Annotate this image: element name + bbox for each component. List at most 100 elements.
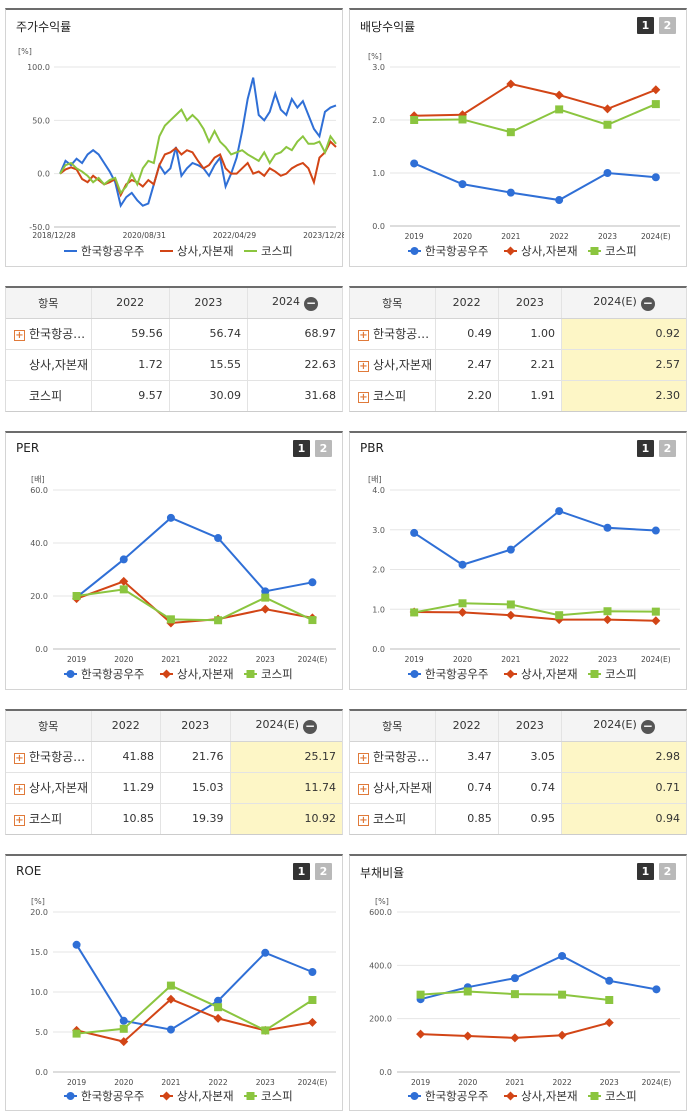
col-header-item: 항목 [6, 288, 91, 319]
y-tick-label: 0.0 [372, 645, 385, 654]
table-cell: 21.76 [160, 740, 230, 772]
data-point [506, 545, 515, 554]
data-point [246, 1092, 255, 1100]
legend-label: 상사,자본재 [177, 667, 234, 681]
data-point [246, 670, 255, 678]
expand-plus-icon[interactable]: + [358, 815, 369, 827]
dividend-pager: 1 2 [637, 17, 676, 34]
page-2-button[interactable]: 2 [315, 440, 332, 457]
legend-label: 상사,자본재 [521, 667, 578, 681]
x-tick-label: 2019 [67, 655, 86, 664]
x-tick-label: 2024(E) [298, 655, 328, 664]
series-line [420, 954, 657, 1001]
page-1-button[interactable]: 1 [637, 440, 654, 457]
table-cell: 3.47 [434, 740, 499, 772]
series-line [59, 77, 337, 209]
x-tick-label: 2023 [256, 655, 275, 664]
table-row: + 코스피 10.85 19.39 10.92 [6, 802, 342, 834]
y-tick-label: 0.0 [35, 645, 48, 654]
debt-ratio-pager: 1 2 [637, 863, 676, 880]
page-2-button[interactable]: 2 [659, 863, 676, 880]
x-tick-label: 2023 [598, 232, 617, 241]
data-point [603, 120, 612, 129]
collapse-icon[interactable]: − [640, 295, 655, 311]
per-pager: 1 2 [293, 440, 332, 457]
collapse-icon[interactable]: − [303, 295, 318, 311]
table-cell: 25.17 [229, 740, 342, 772]
data-point [213, 1013, 223, 1023]
expand-plus-icon[interactable]: + [358, 753, 369, 764]
data-point [410, 608, 419, 617]
series-line [414, 82, 657, 117]
page-2-button[interactable]: 2 [659, 17, 676, 34]
collapse-icon[interactable]: − [303, 718, 318, 734]
roe-chart: [%] 20.0 15.0 10.0 5.0 0.0 2019 2020 2021 2022 202… [30, 897, 336, 1103]
data-point [308, 968, 317, 976]
page-1-button[interactable]: 1 [293, 863, 310, 880]
roe-title: ROE [16, 864, 42, 878]
y-tick-label: 2.0 [372, 116, 385, 125]
page-1-button[interactable]: 1 [637, 863, 654, 880]
data-point [214, 996, 223, 1005]
collapse-icon[interactable]: − [640, 718, 655, 734]
y-tick-label: 60.0 [30, 486, 48, 495]
table-cell: 9.57 [90, 379, 170, 411]
page-1-button[interactable]: 1 [293, 440, 310, 457]
x-tick-label: 2023 [598, 655, 617, 664]
x-tick-label: 2021 [501, 232, 520, 241]
x-tick-label: 2018/12/28 [32, 231, 75, 240]
data-point [119, 576, 129, 586]
y-unit-label: [%] [31, 897, 45, 906]
data-point [166, 513, 175, 522]
data-point [555, 196, 564, 205]
page-1-button[interactable]: 1 [637, 17, 654, 34]
expand-plus-icon[interactable]: + [14, 815, 25, 827]
data-point [72, 1029, 81, 1038]
table-cell: 11.29 [90, 771, 161, 803]
table-row: 상사,자본재 1.72 15.55 22.63 [6, 348, 342, 380]
y-tick-label: 40.0 [30, 539, 48, 548]
legend-label: 한국항공우주 [81, 244, 144, 258]
x-tick-label: 2019 [411, 1078, 430, 1087]
series-line [75, 516, 313, 599]
expand-plus-icon[interactable]: + [14, 330, 25, 341]
table-cell: 41.88 [90, 740, 161, 772]
row-name: 한국항공… [373, 327, 430, 341]
x-tick-label: 2020/08/31 [123, 231, 166, 240]
col-header-2022: 2022 [434, 711, 499, 742]
series-line [76, 580, 313, 625]
expand-plus-icon[interactable]: + [14, 784, 25, 795]
table-cell: 2.30 [560, 379, 686, 411]
page-2-button[interactable]: 2 [315, 863, 332, 880]
table-cell: 0.74 [434, 771, 499, 803]
data-point [506, 188, 515, 197]
table-row: + 코스피 0.85 0.95 0.94 [350, 802, 686, 834]
table-cell: 15.03 [160, 771, 230, 803]
stock-return-title: 주가수익률 [16, 20, 72, 34]
table-cell: 0.71 [560, 771, 686, 803]
table-cell: 19.39 [160, 802, 230, 834]
x-tick-label: 2024(E) [298, 1078, 328, 1087]
expand-plus-icon[interactable]: + [358, 392, 369, 404]
row-name: 코스피 [373, 389, 407, 404]
series-line [414, 611, 656, 622]
y-tick-label: 50.0 [32, 116, 50, 125]
table-cell: 68.97 [246, 317, 342, 349]
table-row: + 한국항공… 59.56 56.74 68.97 [6, 317, 342, 349]
row-name: 코스피 [29, 389, 63, 404]
expand-plus-icon[interactable]: + [358, 361, 369, 372]
data-point [603, 169, 612, 177]
y-tick-label: 5.0 [35, 1028, 48, 1037]
x-tick-label: 2021 [161, 655, 180, 664]
expand-plus-icon[interactable]: + [14, 753, 25, 764]
data-point [458, 560, 467, 569]
x-tick-label: 2022 [209, 655, 228, 664]
page-2-button[interactable]: 2 [659, 440, 676, 457]
pbr-pager: 1 2 [637, 440, 676, 457]
legend-label: 코스피 [261, 667, 293, 681]
y-tick-label: 1.0 [372, 605, 385, 614]
data-point [605, 996, 614, 1004]
expand-plus-icon[interactable]: + [358, 784, 369, 795]
expand-plus-icon[interactable]: + [358, 330, 369, 341]
